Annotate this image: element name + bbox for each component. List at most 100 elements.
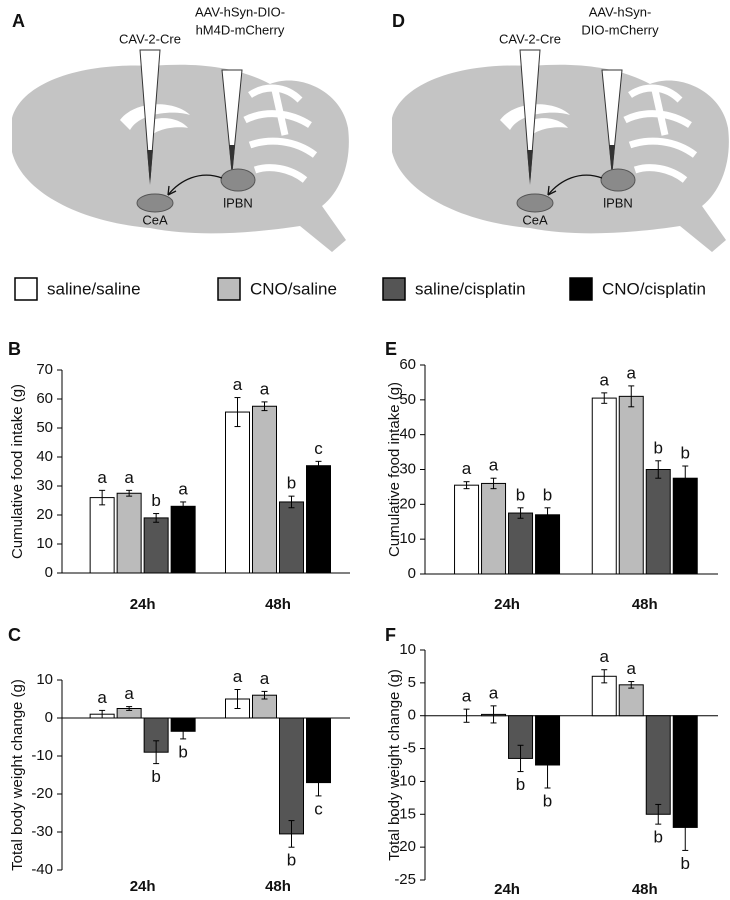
significance-letter: a	[600, 370, 610, 389]
y-tick-label: 10	[399, 641, 416, 658]
y-tick-label: 60	[36, 390, 53, 407]
y-tick-label: 30	[399, 460, 416, 477]
legend-label: CNO/cisplatin	[602, 279, 706, 298]
injection-label: AAV-hSyn-DIO-	[195, 4, 285, 19]
y-tick-label: 40	[399, 426, 416, 443]
error-bar	[628, 385, 635, 408]
error-bar	[463, 481, 470, 490]
y-tick-label: 50	[399, 391, 416, 408]
error-bar	[180, 501, 187, 512]
x-tick-label: 48h	[265, 596, 291, 613]
bar	[225, 411, 250, 574]
y-tick-label: 5	[408, 674, 416, 691]
error-bar	[180, 723, 187, 740]
significance-letter: a	[233, 667, 243, 686]
error-bar	[99, 709, 106, 719]
injection-label: CAV-2-Cre	[499, 31, 561, 46]
significance-letter: a	[627, 659, 637, 678]
error-bar	[234, 397, 241, 428]
error-bar	[601, 669, 608, 684]
error-bar	[288, 495, 295, 509]
bar	[591, 397, 617, 575]
bar	[252, 405, 277, 574]
panel-label: D	[392, 11, 405, 31]
y-tick-label: -20	[394, 838, 416, 855]
error-bar	[682, 803, 689, 851]
y-tick-label: -10	[31, 747, 53, 764]
y-tick-label: 20	[36, 506, 53, 523]
y-tick-label: 0	[45, 564, 53, 581]
region-label: CeA	[522, 212, 548, 227]
panel-label: E	[385, 339, 397, 359]
error-bar	[682, 465, 689, 491]
y-tick-label: 60	[399, 356, 416, 373]
error-bar	[153, 513, 160, 523]
error-bar	[261, 690, 268, 700]
diagram-a: A CAV-2-Cre AAV-hSyn-DIO- hM4D-mCherry C…	[12, 4, 349, 252]
region-label: CeA	[142, 212, 168, 227]
y-axis-title: Cumulative food intake (g)	[9, 384, 26, 559]
error-bar	[517, 744, 524, 773]
error-bar	[463, 708, 470, 723]
significance-letter: a	[462, 687, 472, 706]
bar	[89, 497, 115, 574]
significance-letter: b	[287, 851, 296, 870]
region-label: lPBN	[603, 195, 633, 210]
legend-swatch	[382, 277, 406, 301]
bar	[170, 505, 196, 574]
bar	[481, 482, 507, 575]
significance-letter: c	[314, 799, 323, 818]
bar	[645, 715, 671, 815]
significance-letter: b	[151, 491, 160, 510]
significance-letter: b	[516, 485, 525, 504]
error-bar	[288, 820, 295, 848]
significance-letter: a	[97, 468, 107, 487]
bar	[143, 517, 169, 574]
y-tick-label: 0	[45, 709, 53, 726]
injection-label: AAV-hSyn-	[589, 4, 652, 19]
bar	[672, 477, 698, 575]
bar	[454, 484, 480, 575]
injection-label: CAV-2-Cre	[119, 31, 181, 46]
significance-letter: b	[516, 775, 525, 794]
x-tick-label: 24h	[130, 596, 156, 613]
diagram-d: D CAV-2-Cre AAV-hSyn- DIO-mCherry CeA lP…	[392, 4, 729, 252]
legend-label: CNO/saline	[250, 279, 337, 298]
y-axis-title: Total body weight change (g)	[386, 669, 403, 861]
y-tick-label: 70	[36, 361, 53, 378]
error-bar	[315, 768, 322, 797]
panel-label: F	[385, 625, 396, 645]
significance-letter: a	[260, 379, 270, 398]
bar	[508, 512, 534, 575]
bar	[306, 465, 331, 574]
y-tick-label: 10	[36, 671, 53, 688]
significance-letter: a	[627, 363, 637, 382]
significance-letter: a	[124, 468, 134, 487]
y-tick-label: -40	[31, 861, 53, 878]
significance-letter: a	[178, 479, 188, 498]
y-axis-title: Total body weight change (g)	[9, 679, 26, 871]
panel-label: B	[8, 339, 21, 359]
y-tick-label: 0	[408, 707, 416, 724]
significance-letter: a	[462, 459, 472, 478]
panel-label: A	[12, 11, 25, 31]
significance-letter: b	[654, 828, 663, 847]
error-bar	[544, 741, 551, 789]
error-bar	[234, 689, 241, 709]
significance-letter: b	[543, 485, 552, 504]
legend-label: saline/cisplatin	[415, 279, 526, 298]
y-tick-label: -5	[403, 740, 416, 757]
error-bar	[544, 507, 551, 523]
y-tick-label: -30	[31, 823, 53, 840]
significance-letter: a	[489, 683, 499, 702]
y-tick-label: -10	[394, 772, 416, 789]
significance-letter: b	[681, 444, 690, 463]
error-bar	[517, 507, 524, 519]
panel-label: C	[8, 625, 21, 645]
error-bar	[490, 705, 497, 724]
significance-letter: b	[151, 767, 160, 786]
error-bar	[261, 401, 268, 412]
y-tick-label: -20	[31, 785, 53, 802]
y-tick-label: 10	[399, 530, 416, 547]
